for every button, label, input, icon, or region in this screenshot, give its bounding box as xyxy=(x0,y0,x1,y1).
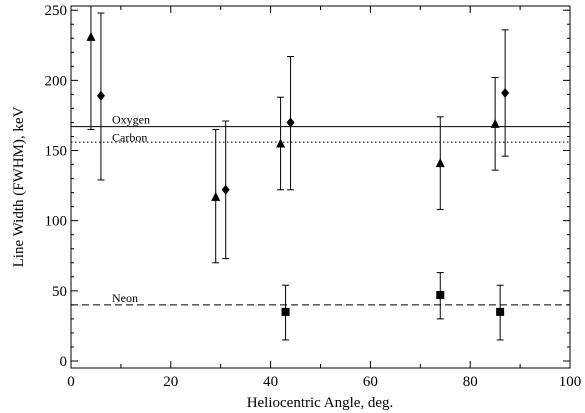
data-point-diamond xyxy=(221,184,230,195)
data-point-diamond xyxy=(286,117,295,128)
data-point-diamond xyxy=(96,90,105,101)
reference-label-neon: Neon xyxy=(112,291,138,305)
y-tick-label: 200 xyxy=(45,73,68,89)
x-axis-label: Heliocentric Angle, deg. xyxy=(247,395,394,411)
y-tick-label: 50 xyxy=(52,284,67,300)
x-tick-label: 40 xyxy=(263,374,278,390)
data-point-square xyxy=(281,307,290,316)
reference-label-carbon: Carbon xyxy=(112,131,147,145)
data-point-triangle xyxy=(490,118,500,128)
y-tick-label: 250 xyxy=(45,3,68,19)
reference-label-oxygen: Oxygen xyxy=(112,113,150,127)
data-marks xyxy=(86,5,510,341)
data-point-triangle xyxy=(211,191,221,201)
y-tick-label: 100 xyxy=(45,214,68,230)
x-tick-label: 60 xyxy=(363,374,378,390)
y-tick-label: 0 xyxy=(60,354,68,370)
data-point-square xyxy=(436,291,445,300)
y-axis-label: Line Width (FWHM), keV xyxy=(11,106,27,267)
x-tick-label: 0 xyxy=(67,374,75,390)
x-tick-label: 100 xyxy=(559,374,582,390)
data-point-diamond xyxy=(501,87,510,98)
axis-ticks: 0 20 40 60 80 100 0 50 100 150 200 250 xyxy=(45,3,582,390)
plot-frame xyxy=(70,5,571,369)
data-point-square xyxy=(496,307,505,316)
data-point-triangle xyxy=(276,138,286,148)
data-point-triangle xyxy=(435,158,445,168)
reference-lines: Oxygen Carbon Neon xyxy=(71,113,570,306)
data-point-triangle xyxy=(86,31,96,41)
x-tick-label: 20 xyxy=(163,374,178,390)
x-tick-label: 80 xyxy=(463,374,478,390)
y-tick-label: 150 xyxy=(45,144,68,160)
